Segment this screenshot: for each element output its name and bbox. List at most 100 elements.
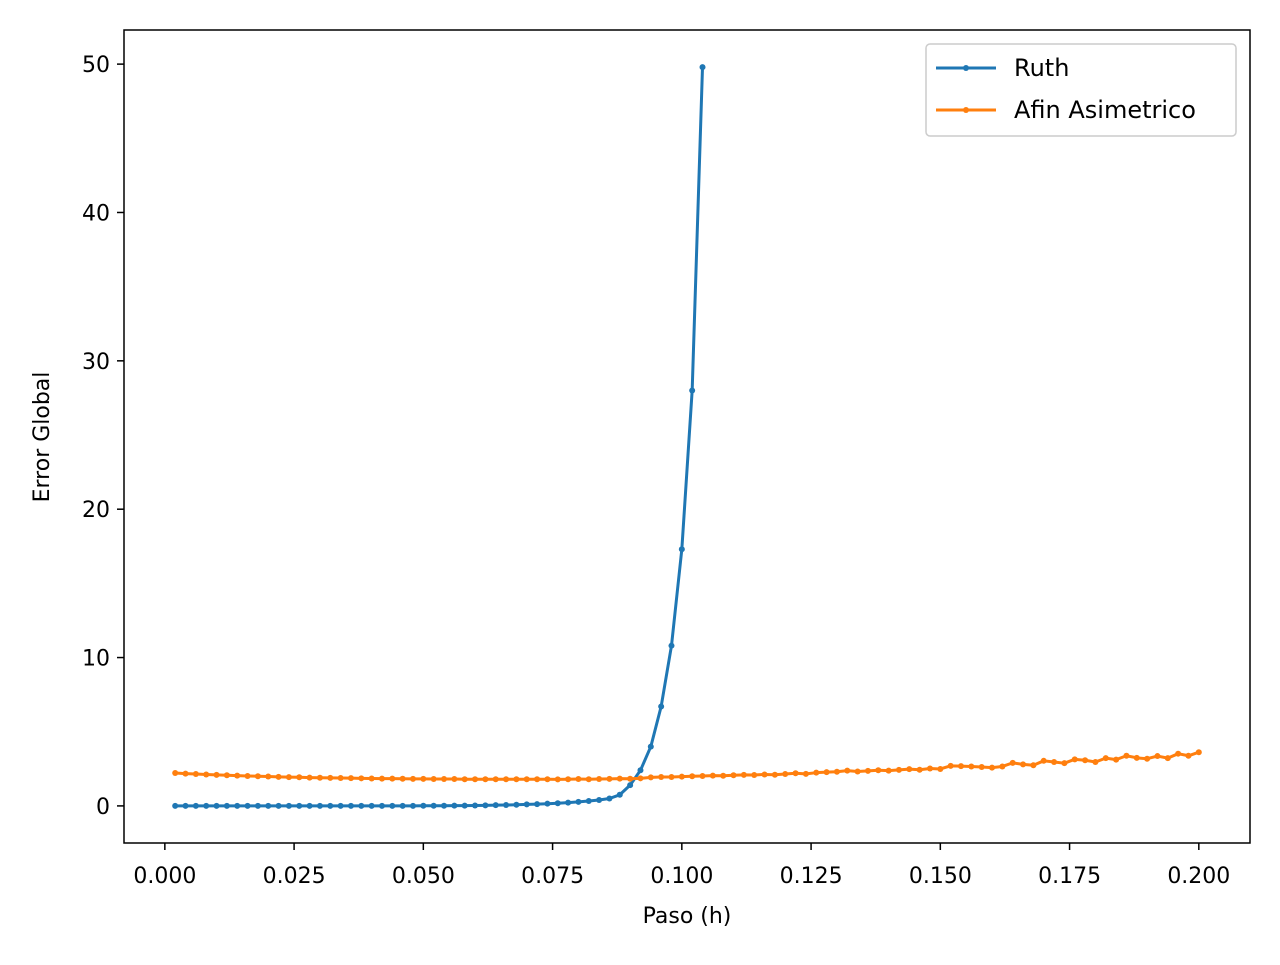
- data-point-afin-asimetrico: [182, 770, 189, 777]
- data-point-afin-asimetrico: [358, 775, 365, 782]
- data-point-afin-asimetrico: [306, 774, 313, 781]
- data-point-afin-asimetrico: [678, 773, 685, 780]
- data-point-ruth: [430, 802, 437, 809]
- data-point-afin-asimetrico: [1071, 756, 1078, 763]
- data-point-afin-asimetrico: [554, 776, 561, 783]
- data-point-ruth: [192, 802, 199, 809]
- data-point-afin-asimetrico: [316, 774, 323, 781]
- data-point-ruth: [554, 800, 561, 807]
- data-point-afin-asimetrico: [1030, 762, 1037, 769]
- data-point-ruth: [420, 802, 427, 809]
- data-point-afin-asimetrico: [647, 774, 654, 781]
- data-point-afin-asimetrico: [833, 768, 840, 775]
- data-point-ruth: [327, 802, 334, 809]
- data-point-afin-asimetrico: [668, 773, 675, 780]
- data-point-afin-asimetrico: [1175, 750, 1182, 757]
- data-point-afin-asimetrico: [1082, 757, 1089, 764]
- data-point-ruth: [534, 801, 541, 808]
- data-point-afin-asimetrico: [1040, 757, 1047, 764]
- data-point-ruth: [409, 802, 416, 809]
- data-point-ruth: [234, 802, 241, 809]
- data-point-afin-asimetrico: [699, 772, 706, 779]
- legend: Ruth Afin Asimetrico: [925, 43, 1237, 137]
- data-point-ruth: [627, 782, 634, 789]
- data-point-afin-asimetrico: [1164, 755, 1171, 762]
- data-point-afin-asimetrico: [254, 773, 261, 780]
- data-point-afin-asimetrico: [441, 776, 448, 783]
- data-point-afin-asimetrico: [1113, 756, 1120, 763]
- data-point-afin-asimetrico: [627, 775, 634, 782]
- data-point-afin-asimetrico: [616, 775, 623, 782]
- data-point-afin-asimetrico: [389, 775, 396, 782]
- data-point-afin-asimetrico: [782, 771, 789, 778]
- data-point-ruth: [544, 800, 551, 807]
- data-point-afin-asimetrico: [327, 774, 334, 781]
- data-point-ruth: [647, 743, 654, 750]
- data-point-afin-asimetrico: [585, 776, 592, 783]
- x-axis-label: Paso (h): [643, 904, 732, 929]
- data-point-ruth: [296, 802, 303, 809]
- data-point-afin-asimetrico: [740, 771, 747, 778]
- data-point-afin-asimetrico: [1123, 752, 1130, 759]
- data-point-afin-asimetrico: [1009, 759, 1016, 766]
- data-point-afin-asimetrico: [823, 769, 830, 776]
- y-tick-label: 10: [82, 647, 110, 672]
- data-point-ruth: [668, 642, 675, 649]
- data-point-afin-asimetrico: [472, 776, 479, 783]
- data-point-afin-asimetrico: [761, 771, 768, 778]
- data-point-ruth: [585, 798, 592, 805]
- data-point-afin-asimetrico: [285, 774, 292, 781]
- data-point-afin-asimetrico: [430, 776, 437, 783]
- data-point-ruth: [678, 546, 685, 553]
- x-tick-label: 0.200: [1167, 864, 1230, 889]
- legend-marker-afin-asimetrico: [963, 107, 969, 113]
- data-point-afin-asimetrico: [492, 776, 499, 783]
- x-tick-label: 0.150: [909, 864, 972, 889]
- data-point-afin-asimetrico: [234, 772, 241, 779]
- data-point-afin-asimetrico: [937, 765, 944, 772]
- y-tick-label: 40: [82, 201, 110, 226]
- data-point-afin-asimetrico: [637, 775, 644, 782]
- data-point-afin-asimetrico: [172, 769, 179, 776]
- y-axis-label: Error Global: [30, 372, 55, 503]
- series-layer: [172, 64, 1202, 809]
- data-point-afin-asimetrico: [213, 771, 220, 778]
- data-point-afin-asimetrico: [296, 774, 303, 781]
- data-point-afin-asimetrico: [1185, 752, 1192, 759]
- data-point-ruth: [596, 796, 603, 803]
- data-point-ruth: [347, 802, 354, 809]
- data-point-afin-asimetrico: [1144, 755, 1151, 762]
- y-tick-label: 0: [96, 795, 110, 820]
- data-point-afin-asimetrico: [575, 776, 582, 783]
- data-point-afin-asimetrico: [720, 772, 727, 779]
- x-tick-label: 0.100: [650, 864, 713, 889]
- data-point-afin-asimetrico: [926, 765, 933, 772]
- data-point-ruth: [616, 791, 623, 798]
- data-point-afin-asimetrico: [751, 772, 758, 779]
- data-point-afin-asimetrico: [265, 773, 272, 780]
- data-point-afin-asimetrico: [192, 771, 199, 778]
- data-point-ruth: [389, 802, 396, 809]
- legend-label-afin-asimetrico: Afin Asimetrico: [1014, 96, 1196, 124]
- x-tick-label: 0.025: [263, 864, 326, 889]
- data-point-ruth: [316, 802, 323, 809]
- data-point-afin-asimetrico: [244, 772, 251, 779]
- data-point-afin-asimetrico: [337, 775, 344, 782]
- data-point-ruth: [399, 802, 406, 809]
- data-point-afin-asimetrico: [1195, 749, 1202, 756]
- data-point-afin-asimetrico: [1102, 755, 1109, 762]
- data-point-afin-asimetrico: [916, 766, 923, 773]
- data-point-afin-asimetrico: [461, 776, 468, 783]
- x-tick-label: 0.175: [1038, 864, 1101, 889]
- data-point-ruth: [503, 802, 510, 809]
- data-point-ruth: [565, 799, 572, 806]
- data-point-afin-asimetrico: [565, 776, 572, 783]
- data-point-afin-asimetrico: [709, 772, 716, 779]
- data-point-ruth: [223, 802, 230, 809]
- data-point-ruth: [358, 802, 365, 809]
- data-point-afin-asimetrico: [451, 776, 458, 783]
- data-point-afin-asimetrico: [223, 772, 230, 779]
- data-point-ruth: [275, 802, 282, 809]
- data-point-afin-asimetrico: [813, 769, 820, 776]
